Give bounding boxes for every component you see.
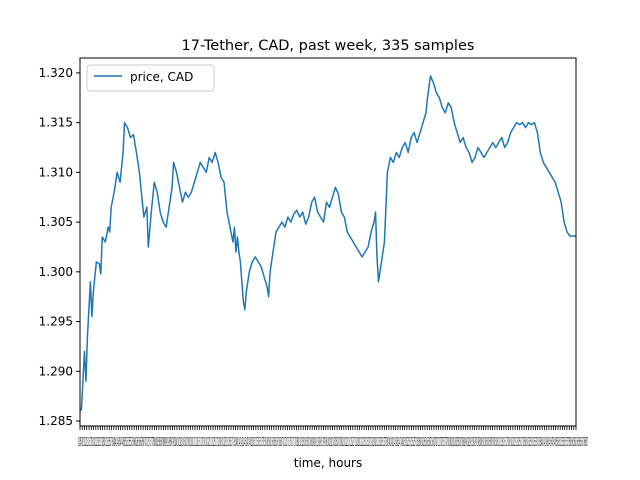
y-tick-label: 1.295 <box>39 315 73 329</box>
legend-label: price, CAD <box>130 70 193 84</box>
x-axis-label: time, hours <box>294 456 362 470</box>
x-tick-labels: 0245781012131517182022232527283032333537… <box>78 435 588 449</box>
y-tick-label: 1.310 <box>39 165 73 179</box>
y-tick-label: 1.285 <box>39 414 73 428</box>
x-axis-ticks <box>79 426 577 430</box>
y-tick-label: 1.290 <box>39 364 73 378</box>
y-tick-label: 1.320 <box>39 66 73 80</box>
y-axis-ticks: 1.285 1.290 1.295 1.300 1.305 1.310 1.315 1.320 <box>39 66 80 428</box>
series-line-price-cad <box>79 75 576 412</box>
y-tick-label: 1.300 <box>39 265 73 279</box>
legend: price, CAD <box>86 64 215 92</box>
legend-box <box>86 64 215 92</box>
y-tick-label: 1.315 <box>39 116 73 130</box>
chart-title: 17-Tether, CAD, past week, 335 samples <box>182 38 475 54</box>
y-tick-label: 1.305 <box>39 215 73 229</box>
